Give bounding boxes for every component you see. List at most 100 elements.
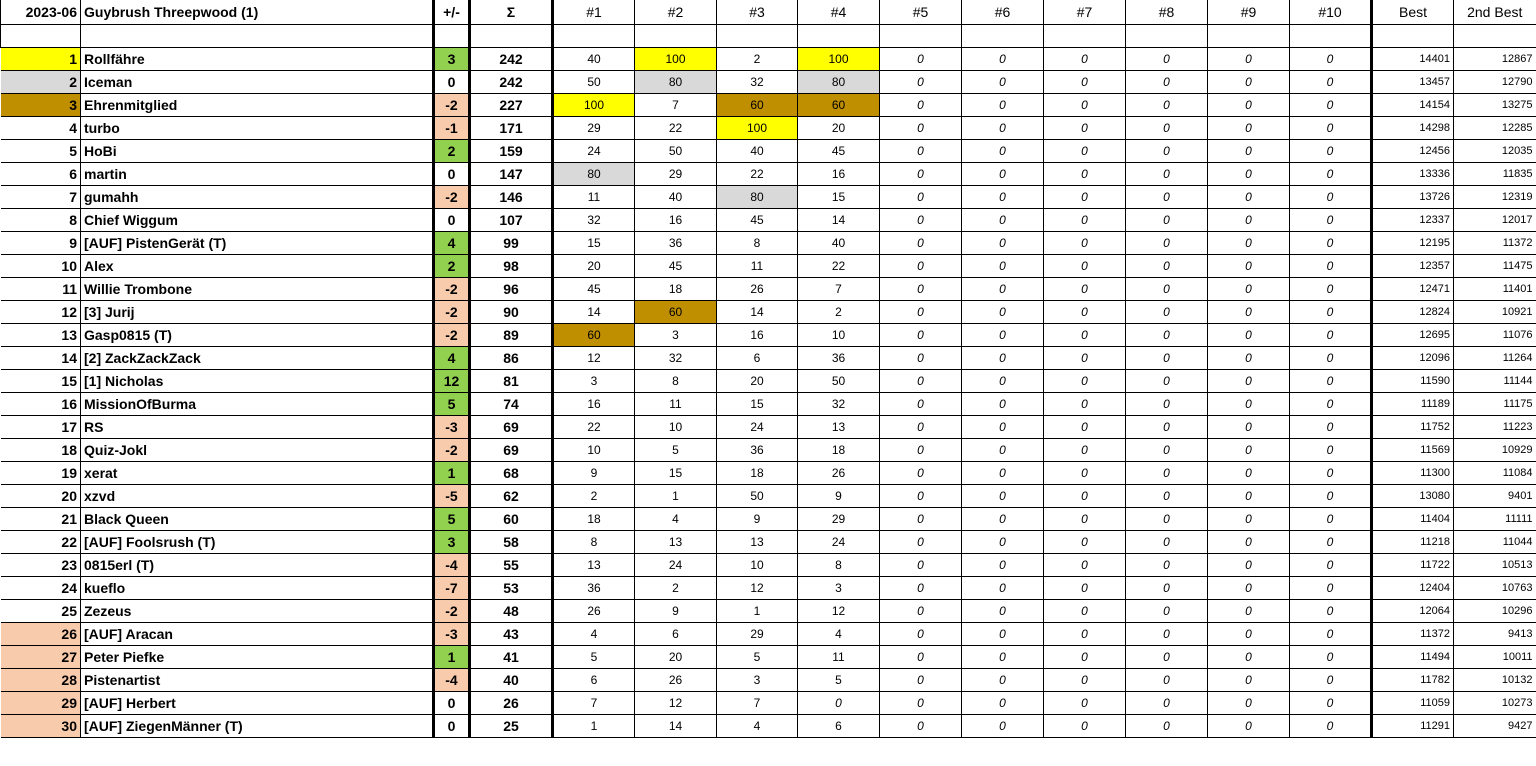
- score-cell[interactable]: 18: [797, 437, 880, 462]
- empty-cell[interactable]: [961, 23, 1044, 48]
- second-best-cell[interactable]: 12017: [1453, 207, 1536, 232]
- score-cell[interactable]: 100: [716, 115, 798, 140]
- player-name-cell[interactable]: Iceman: [80, 69, 434, 94]
- second-best-cell[interactable]: 9427: [1453, 713, 1536, 738]
- delta-cell[interactable]: -1: [432, 115, 471, 140]
- rank-cell[interactable]: 28: [0, 667, 81, 692]
- rank-cell[interactable]: 9: [0, 230, 81, 255]
- score-cell[interactable]: 0: [1125, 161, 1208, 186]
- score-cell[interactable]: 26: [716, 276, 798, 301]
- score-cell[interactable]: 0: [1125, 529, 1208, 554]
- score-cell[interactable]: 0: [1125, 414, 1208, 439]
- score-cell[interactable]: 100: [797, 46, 880, 71]
- sum-header[interactable]: Σ: [469, 0, 554, 25]
- score-cell[interactable]: 22: [716, 161, 798, 186]
- delta-cell[interactable]: 5: [432, 391, 471, 416]
- score-cell[interactable]: 0: [1043, 46, 1126, 71]
- second-best-cell[interactable]: 10921: [1453, 299, 1536, 324]
- best-cell[interactable]: 11189: [1371, 391, 1454, 416]
- rank-cell[interactable]: 1: [0, 46, 81, 71]
- empty-cell[interactable]: [1125, 23, 1208, 48]
- player-name-cell[interactable]: Rollfähre: [80, 46, 434, 71]
- score-cell[interactable]: 0: [961, 506, 1044, 531]
- score-cell[interactable]: 0: [1207, 575, 1290, 600]
- delta-cell[interactable]: -4: [432, 552, 471, 577]
- player-name-cell[interactable]: [AUF] PistenGerät (T): [80, 230, 434, 255]
- score-cell[interactable]: 0: [1289, 230, 1373, 255]
- score-cell[interactable]: 0: [1289, 598, 1373, 623]
- round-header[interactable]: #5: [879, 0, 962, 25]
- second-best-cell[interactable]: 11835: [1453, 161, 1536, 186]
- score-cell[interactable]: 0: [961, 483, 1044, 508]
- score-cell[interactable]: 18: [552, 506, 635, 531]
- score-cell[interactable]: 13: [552, 552, 635, 577]
- player-name-cell[interactable]: [3] Jurij: [80, 299, 434, 324]
- score-cell[interactable]: 0: [961, 276, 1044, 301]
- best-cell[interactable]: 12064: [1371, 598, 1454, 623]
- sum-cell[interactable]: 53: [469, 575, 554, 600]
- score-cell[interactable]: 0: [1043, 345, 1126, 370]
- score-cell[interactable]: 36: [716, 437, 798, 462]
- rank-cell[interactable]: 10: [0, 253, 81, 278]
- best-cell[interactable]: 11782: [1371, 667, 1454, 692]
- round-header[interactable]: #8: [1125, 0, 1208, 25]
- empty-cell[interactable]: [0, 23, 81, 48]
- round-header[interactable]: #6: [961, 0, 1044, 25]
- sum-cell[interactable]: 171: [469, 115, 554, 140]
- score-cell[interactable]: 0: [1043, 667, 1126, 692]
- best-header[interactable]: Best: [1371, 0, 1454, 25]
- score-cell[interactable]: 9: [797, 483, 880, 508]
- empty-cell[interactable]: [1453, 23, 1536, 48]
- rank-cell[interactable]: 15: [0, 368, 81, 393]
- score-cell[interactable]: 0: [1207, 368, 1290, 393]
- score-cell[interactable]: 0: [961, 92, 1044, 117]
- score-cell[interactable]: 0: [1043, 552, 1126, 577]
- score-cell[interactable]: 0: [961, 299, 1044, 324]
- best-cell[interactable]: 12096: [1371, 345, 1454, 370]
- player-name-cell[interactable]: Quiz-Jokl: [80, 437, 434, 462]
- score-cell[interactable]: 2: [552, 483, 635, 508]
- score-cell[interactable]: 0: [961, 644, 1044, 669]
- score-cell[interactable]: 0: [1125, 299, 1208, 324]
- score-cell[interactable]: 0: [879, 276, 962, 301]
- score-cell[interactable]: 0: [879, 345, 962, 370]
- score-cell[interactable]: 50: [716, 483, 798, 508]
- score-cell[interactable]: 26: [552, 598, 635, 623]
- score-cell[interactable]: 0: [1289, 713, 1373, 738]
- score-cell[interactable]: 0: [961, 552, 1044, 577]
- best-cell[interactable]: 11722: [1371, 552, 1454, 577]
- round-header[interactable]: #1: [552, 0, 635, 25]
- score-cell[interactable]: 0: [1125, 437, 1208, 462]
- score-cell[interactable]: 0: [879, 437, 962, 462]
- best-cell[interactable]: 11752: [1371, 414, 1454, 439]
- score-cell[interactable]: 0: [1207, 253, 1290, 278]
- score-cell[interactable]: 0: [1043, 322, 1126, 347]
- score-cell[interactable]: 22: [552, 414, 635, 439]
- score-cell[interactable]: 4: [797, 621, 880, 646]
- empty-cell[interactable]: [1043, 23, 1126, 48]
- score-cell[interactable]: 0: [961, 253, 1044, 278]
- score-cell[interactable]: 0: [1125, 575, 1208, 600]
- empty-cell[interactable]: [432, 23, 471, 48]
- sum-cell[interactable]: 62: [469, 483, 554, 508]
- sum-cell[interactable]: 68: [469, 460, 554, 485]
- score-cell[interactable]: 0: [1289, 437, 1373, 462]
- score-cell[interactable]: 11: [634, 391, 717, 416]
- score-cell[interactable]: 0: [1125, 598, 1208, 623]
- score-cell[interactable]: 0: [1043, 506, 1126, 531]
- score-cell[interactable]: 0: [879, 368, 962, 393]
- score-cell[interactable]: 0: [1207, 506, 1290, 531]
- score-cell[interactable]: 0: [1207, 299, 1290, 324]
- score-cell[interactable]: 0: [1207, 161, 1290, 186]
- second-best-cell[interactable]: 10513: [1453, 552, 1536, 577]
- player-name-cell[interactable]: [AUF] Aracan: [80, 621, 434, 646]
- rank-cell[interactable]: 20: [0, 483, 81, 508]
- rank-cell[interactable]: 27: [0, 644, 81, 669]
- second-best-cell[interactable]: 12867: [1453, 46, 1536, 71]
- score-cell[interactable]: 0: [1207, 552, 1290, 577]
- second-best-cell[interactable]: 11401: [1453, 276, 1536, 301]
- score-cell[interactable]: 0: [1207, 460, 1290, 485]
- delta-cell[interactable]: 4: [432, 345, 471, 370]
- rank-cell[interactable]: 4: [0, 115, 81, 140]
- score-cell[interactable]: 80: [797, 69, 880, 94]
